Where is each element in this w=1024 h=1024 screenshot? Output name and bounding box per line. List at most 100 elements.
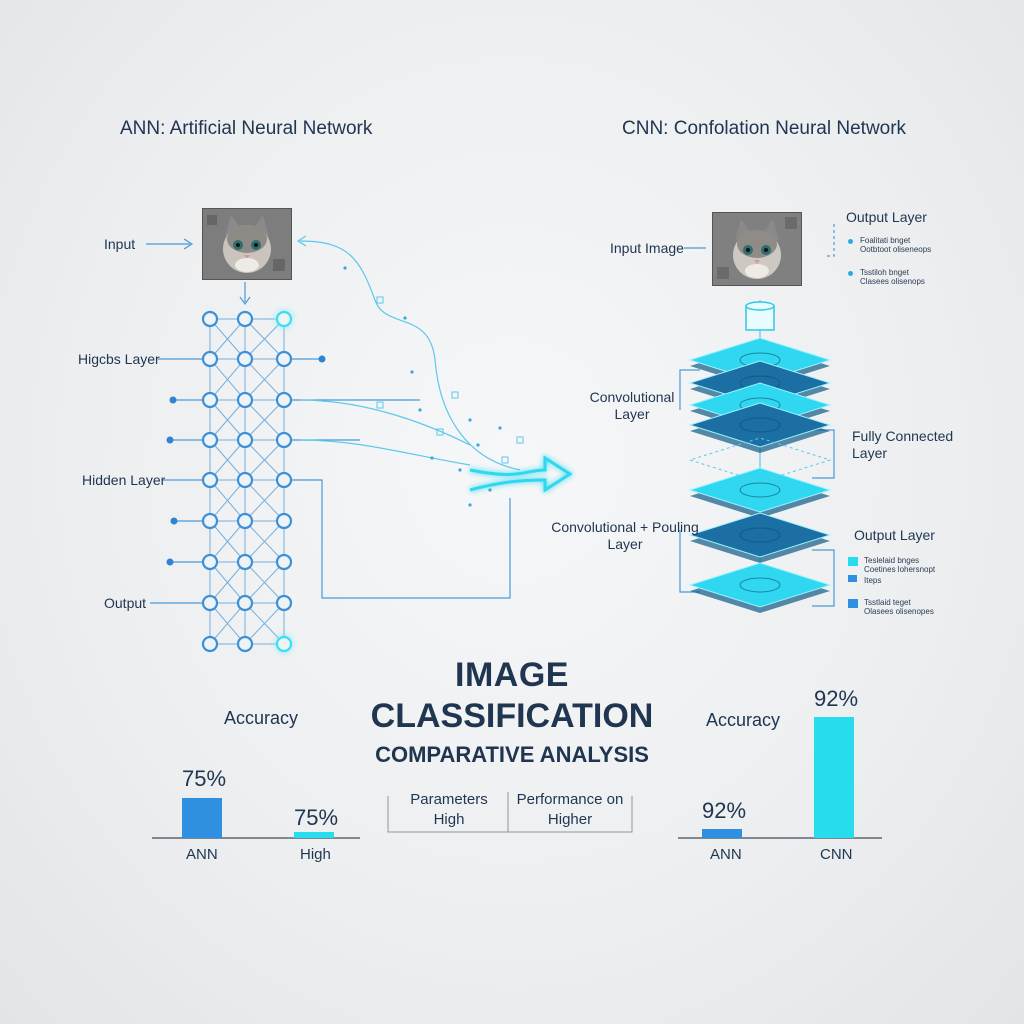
ann-edge	[244, 439, 285, 481]
chart-1-value-label-1: 75%	[294, 805, 339, 830]
particle	[458, 468, 462, 472]
cylinder-top	[745, 301, 775, 311]
square-swatch-icon	[848, 599, 858, 608]
particle	[410, 370, 414, 374]
ann-node	[201, 350, 219, 368]
ann-edge	[209, 318, 246, 360]
particle	[376, 296, 384, 304]
ann-edge	[209, 399, 246, 441]
square-swatch-icon	[848, 575, 857, 582]
particle	[376, 401, 384, 409]
ann-node	[201, 310, 219, 328]
ann-network-nodes	[201, 310, 293, 653]
ann-edge	[244, 318, 285, 360]
cat-face-icon	[713, 213, 801, 285]
layer-core	[739, 482, 781, 498]
ann-node	[201, 512, 219, 530]
cnn-input-label: Input Image	[610, 240, 684, 256]
bullet-dot-icon	[848, 239, 853, 244]
ann-node	[275, 431, 293, 449]
ann-edge	[244, 520, 285, 563]
flow-lines	[296, 235, 521, 471]
ann-edge	[244, 602, 285, 645]
chart-1-category-1: High	[300, 846, 331, 863]
ann-edge	[209, 479, 246, 522]
cnn-output-layer-bottom-label: Output Layer	[854, 527, 935, 543]
ann-side-dots	[166, 355, 326, 566]
legend-line: Ootbtoot oliseneops	[860, 245, 932, 254]
cnn-input-image	[712, 212, 802, 286]
ann-node	[236, 350, 254, 368]
ann-input-image	[202, 208, 292, 280]
layer-core	[739, 527, 781, 543]
ann-node	[236, 594, 254, 612]
cat-face-icon	[203, 209, 291, 279]
particle	[430, 456, 434, 460]
chart-2-bar-1	[814, 717, 854, 838]
chart-2-category-1: CNN	[820, 846, 853, 863]
ann-node	[201, 431, 219, 449]
ann-hidden-label-2: Hidden Layer	[82, 472, 166, 488]
ann-node	[275, 471, 293, 489]
ann-node	[201, 635, 219, 653]
ann-node	[275, 553, 293, 571]
chart-2-value-label-1: 92%	[814, 686, 859, 711]
legend-line: Teslelaid bnges	[864, 556, 920, 565]
bullet-dot-icon	[848, 271, 853, 276]
ann-node	[275, 350, 293, 368]
ann-hidden-label-1: Higcbs Layer	[78, 351, 160, 367]
ann-input-label: Input	[104, 236, 136, 252]
ann-node	[236, 310, 254, 328]
ann-edge	[244, 479, 285, 522]
particle	[516, 436, 524, 444]
ann-node	[201, 553, 219, 571]
particle	[451, 391, 459, 399]
table-cell-top: Performance on	[516, 791, 624, 808]
comparison-table-frame	[387, 792, 633, 833]
square-swatch-icon	[848, 557, 858, 566]
ann-node	[201, 391, 219, 409]
legend-line: Coetines lohersnopt	[864, 565, 936, 574]
ann-node	[236, 471, 254, 489]
ann-node	[275, 391, 293, 409]
particle	[343, 266, 347, 270]
ann-edge	[209, 602, 246, 645]
ann-edge	[209, 520, 246, 563]
ann-node	[236, 431, 254, 449]
particle	[403, 316, 407, 320]
legend-line: Clasees olisenops	[860, 277, 925, 286]
chart-1-category-0: ANN	[186, 846, 218, 863]
ann-edge	[244, 561, 285, 604]
flow-arrow	[469, 455, 573, 493]
cnn-convolutional-label: Convolutional Layer	[589, 389, 675, 422]
headline-line-1: IMAGE	[455, 656, 569, 694]
headline-line-2: CLASSIFICATION	[370, 697, 654, 735]
particle	[501, 456, 509, 464]
cnn-output-layer-top-label: Output Layer	[846, 209, 927, 225]
particle	[418, 408, 422, 412]
cnn-fully-connected-label: Fully Connected Layer	[852, 428, 954, 461]
table-cell-bottom: Higher	[547, 811, 593, 828]
ann-node	[236, 512, 254, 530]
ann-output-label: Output	[104, 595, 147, 611]
chart-1-value-label-0: 75%	[182, 766, 227, 791]
legend-line: Olasees olisenopes	[864, 607, 934, 616]
ann-node	[201, 594, 219, 612]
table-cell-bottom: High	[433, 811, 465, 828]
headline: IMAGE CLASSIFICATION COMPARATIVE ANALYSI…	[362, 656, 662, 768]
ann-edge	[209, 439, 246, 481]
layer-plate-wireframe	[688, 437, 832, 483]
particle	[488, 488, 492, 492]
particle	[468, 418, 472, 422]
chart-2-value-label-0: 92%	[702, 798, 747, 823]
ann-node	[275, 310, 293, 328]
table-cell-top: Parameters	[410, 791, 488, 808]
particle	[498, 426, 502, 430]
ann-node	[275, 512, 293, 530]
legend-line: Tsstiloh bnget	[860, 268, 909, 277]
particle	[436, 428, 444, 436]
legend-line: Foalitati bnget	[860, 236, 911, 245]
chart-2-category-0: ANN	[710, 846, 742, 863]
